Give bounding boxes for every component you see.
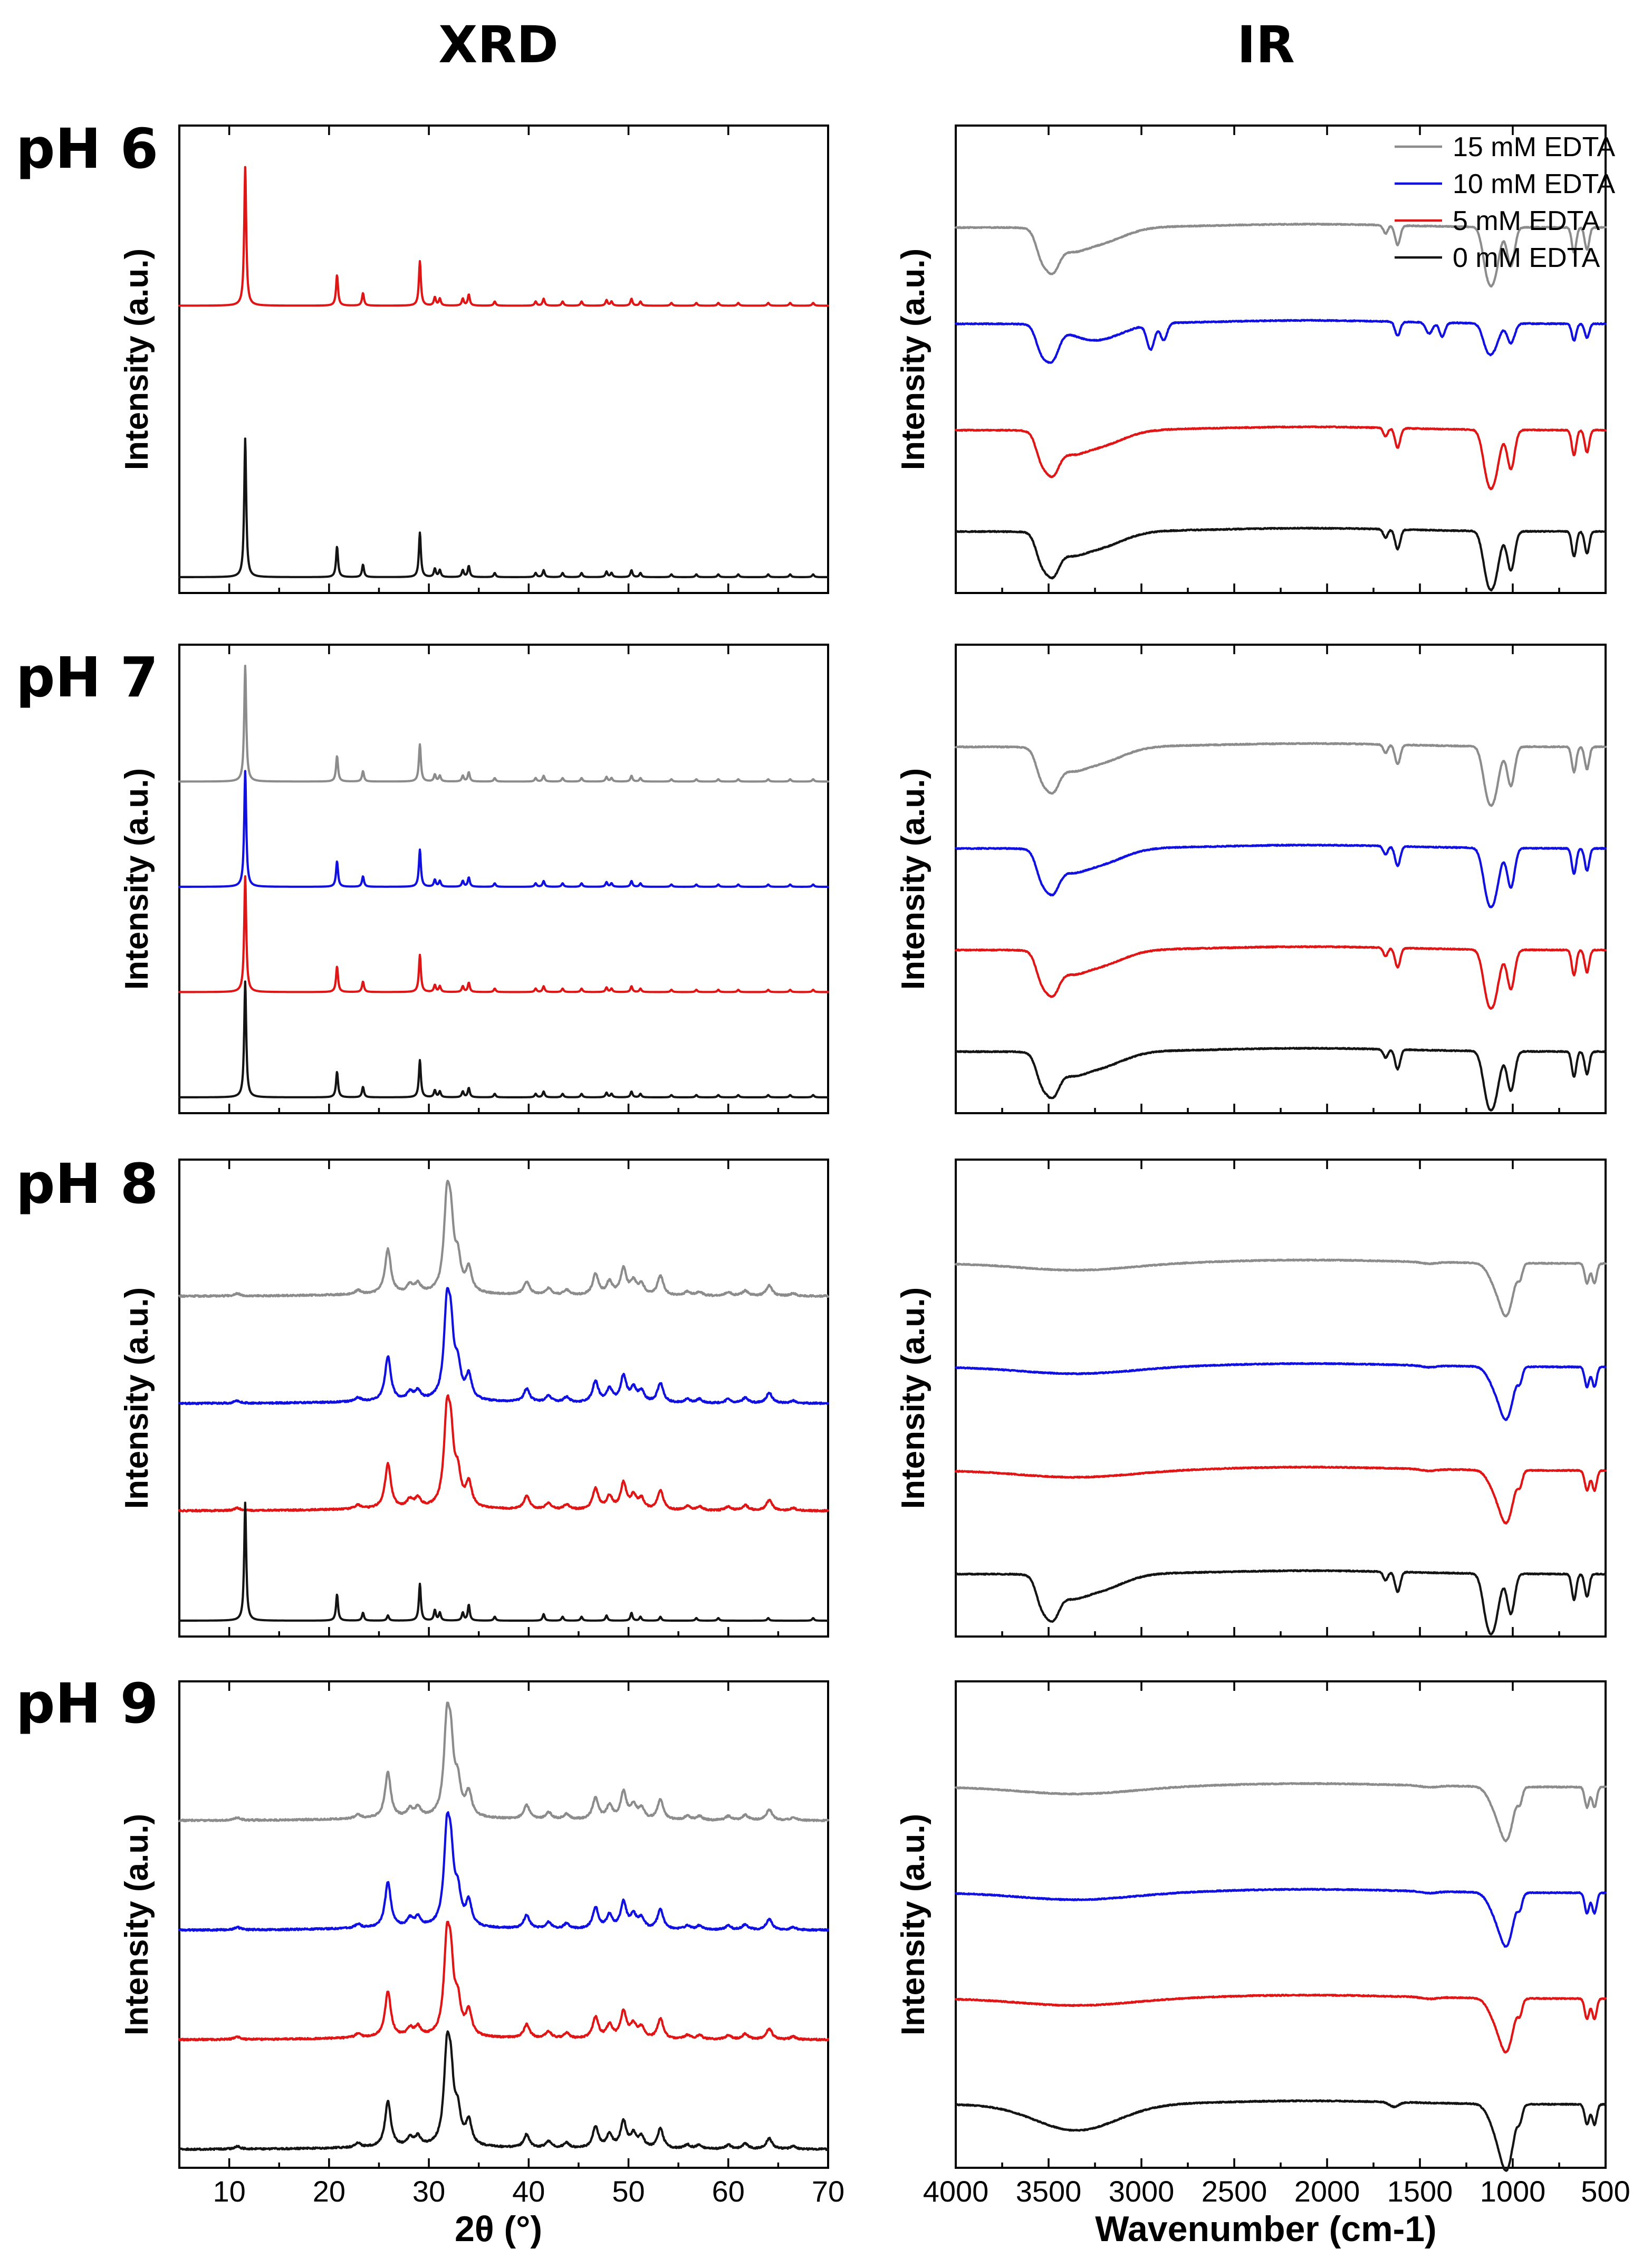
y-axis-label: Intensity (a.u.) (895, 248, 931, 470)
x-tick-label: 3500 (1016, 2175, 1082, 2208)
x-tick-label: 60 (712, 2175, 745, 2208)
ir-column-title: IR (1237, 15, 1295, 74)
series-line-0-mm-edta (954, 527, 1607, 592)
series-line-15-mm-edta (178, 1180, 830, 1298)
row-label-ph8: pH 8 (16, 1152, 158, 1216)
y-axis-label: Intensity (a.u.) (119, 248, 155, 470)
y-axis-label: Intensity (a.u.) (895, 1814, 931, 2035)
y-axis-label: Intensity (a.u.) (119, 768, 155, 990)
legend-label: 0 mM EDTA (1453, 243, 1600, 273)
x-tick-label: 30 (412, 2175, 445, 2208)
legend-label: 5 mM EDTA (1453, 206, 1600, 236)
series-line-15-mm-edta (954, 742, 1607, 807)
x-tick-label: 40 (512, 2175, 545, 2208)
series-line-10-mm-edta (178, 1287, 830, 1405)
series-line-0-mm-edta (178, 2030, 830, 2151)
series-line-0-mm-edta (178, 980, 830, 1099)
series-line-0-mm-edta (954, 2099, 1607, 2172)
series-line-5-mm-edta (178, 166, 830, 307)
series-line-15-mm-edta (178, 664, 830, 783)
x-tick-label: 2500 (1202, 2175, 1267, 2208)
panel-ir-ph8: Intensity (a.u.) (895, 1159, 1607, 1638)
x-tick-label: 10 (213, 2175, 245, 2208)
x-tick-label: 20 (313, 2175, 345, 2208)
legend-label: 15 mM EDTA (1453, 132, 1616, 162)
panel-frame (178, 644, 829, 1114)
series-line-0-mm-edta (178, 1501, 830, 1622)
x-tick-label: 1500 (1387, 2175, 1453, 2208)
y-axis-label: Intensity (a.u.) (119, 1814, 155, 2035)
y-axis-label: Intensity (a.u.) (119, 1287, 155, 1509)
series-line-5-mm-edta (178, 875, 830, 993)
xrd-column-title: XRD (438, 15, 559, 74)
panel-ir-ph6: Intensity (a.u.) 15 mM EDTA 10 mM EDTA 5 mM… (895, 125, 1616, 594)
panel-xrd-ph8: Intensity (a.u.) (119, 1159, 830, 1638)
series-line-15-mm-edta (954, 222, 1607, 288)
series-line-10-mm-edta (178, 770, 830, 888)
x-tick-label: 3000 (1109, 2175, 1175, 2208)
series-line-10-mm-edta (954, 843, 1607, 908)
x-tick-label: 50 (612, 2175, 645, 2208)
panel-ir-ph7: Intensity (a.u.) (895, 644, 1607, 1114)
x-tick-label: 2000 (1294, 2175, 1360, 2208)
x-tick-label: 500 (1581, 2175, 1630, 2208)
y-axis-label: Intensity (a.u.) (895, 768, 931, 990)
row-label-ph6: pH 6 (16, 117, 158, 181)
series-line-0-mm-edta (954, 1046, 1607, 1112)
series-line-15-mm-edta (954, 1782, 1607, 1843)
xrd-x-axis-label: 2θ (°) (455, 2209, 542, 2249)
series-line-15-mm-edta (954, 1258, 1607, 1318)
series-line-5-mm-edta (178, 1920, 830, 2042)
series-line-5-mm-edta (954, 945, 1607, 1010)
row-label-ph9: pH 9 (16, 1671, 158, 1736)
series-line-10-mm-edta (954, 1362, 1607, 1421)
panel-frame (178, 1159, 829, 1638)
row-label-ph7: pH 7 (16, 645, 158, 710)
legend-label: 10 mM EDTA (1453, 169, 1616, 199)
panel-frame (178, 125, 829, 594)
series-line-5-mm-edta (954, 425, 1607, 491)
series-line-5-mm-edta (954, 1993, 1607, 2054)
panel-frame (955, 1159, 1607, 1638)
x-tick-label: 4000 (923, 2175, 989, 2208)
ir-x-axis-label: Wavenumber (cm-1) (1095, 2209, 1436, 2249)
series-line-5-mm-edta (178, 1394, 830, 1513)
series-line-15-mm-edta (178, 1701, 830, 1823)
series-line-5-mm-edta (954, 1465, 1607, 1525)
panel-frame (955, 1680, 1607, 2169)
series-line-0-mm-edta (954, 1569, 1607, 1635)
panels: Intensity (a.u.) Intensity (a.u.) 15 mM ED… (119, 125, 1630, 2208)
panel-xrd-ph9: Intensity (a.u.) 10 20 30 40 50 60 70 (119, 1680, 844, 2208)
panel-ir-ph9: Intensity (a.u.) 4000 3500 3000 2500 2000 1500… (895, 1680, 1630, 2208)
x-tick-label: 1000 (1480, 2175, 1546, 2208)
panel-frame (178, 1680, 829, 2169)
x-tick-label: 70 (812, 2175, 844, 2208)
series-line-10-mm-edta (178, 1811, 830, 1932)
y-axis-label: Intensity (a.u.) (895, 1287, 931, 1509)
panel-xrd-ph6: Intensity (a.u.) (119, 125, 830, 594)
series-line-10-mm-edta (954, 1888, 1607, 1948)
series-line-10-mm-edta (954, 319, 1607, 364)
series-line-0-mm-edta (178, 437, 830, 579)
panel-xrd-ph7: Intensity (a.u.) (119, 644, 830, 1114)
